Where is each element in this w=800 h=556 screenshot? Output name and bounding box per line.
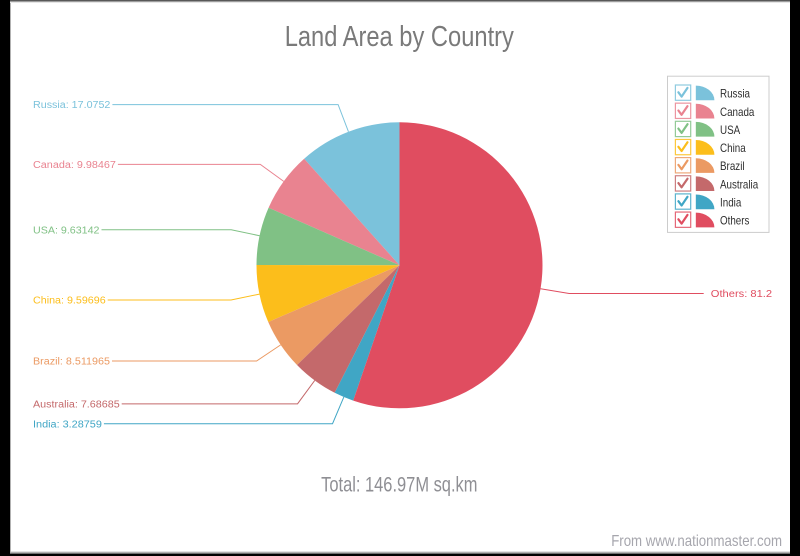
svg-text:Canada: Canada	[720, 105, 755, 119]
svg-text:Russia: 17.0752: Russia: 17.0752	[33, 100, 111, 111]
svg-text:Russia: Russia	[720, 87, 750, 101]
svg-text:Canada: 9.98467: Canada: 9.98467	[33, 160, 116, 171]
svg-text:Australia: Australia	[720, 177, 758, 191]
svg-text:Brazil: 8.511965: Brazil: 8.511965	[33, 357, 110, 368]
svg-text:China: 9.59696: China: 9.59696	[33, 296, 106, 307]
svg-text:China: China	[720, 141, 746, 155]
svg-text:India: 3.28759: India: 3.28759	[33, 419, 102, 430]
svg-text:Brazil: Brazil	[720, 159, 745, 173]
svg-text:Others: 81.2: Others: 81.2	[711, 289, 773, 300]
svg-text:Total: 146.97M sq.km: Total: 146.97M sq.km	[321, 473, 477, 496]
svg-text:USA: USA	[720, 123, 740, 137]
svg-text:Others: Others	[720, 214, 749, 228]
svg-text:Land Area by Country: Land Area by Country	[285, 21, 515, 53]
svg-text:From www.nationmaster.com: From www.nationmaster.com	[611, 533, 782, 550]
svg-text:Australia: 7.68685: Australia: 7.68685	[33, 399, 120, 410]
svg-text:USA: 9.63142: USA: 9.63142	[33, 225, 100, 236]
svg-text:India: India	[720, 196, 742, 210]
